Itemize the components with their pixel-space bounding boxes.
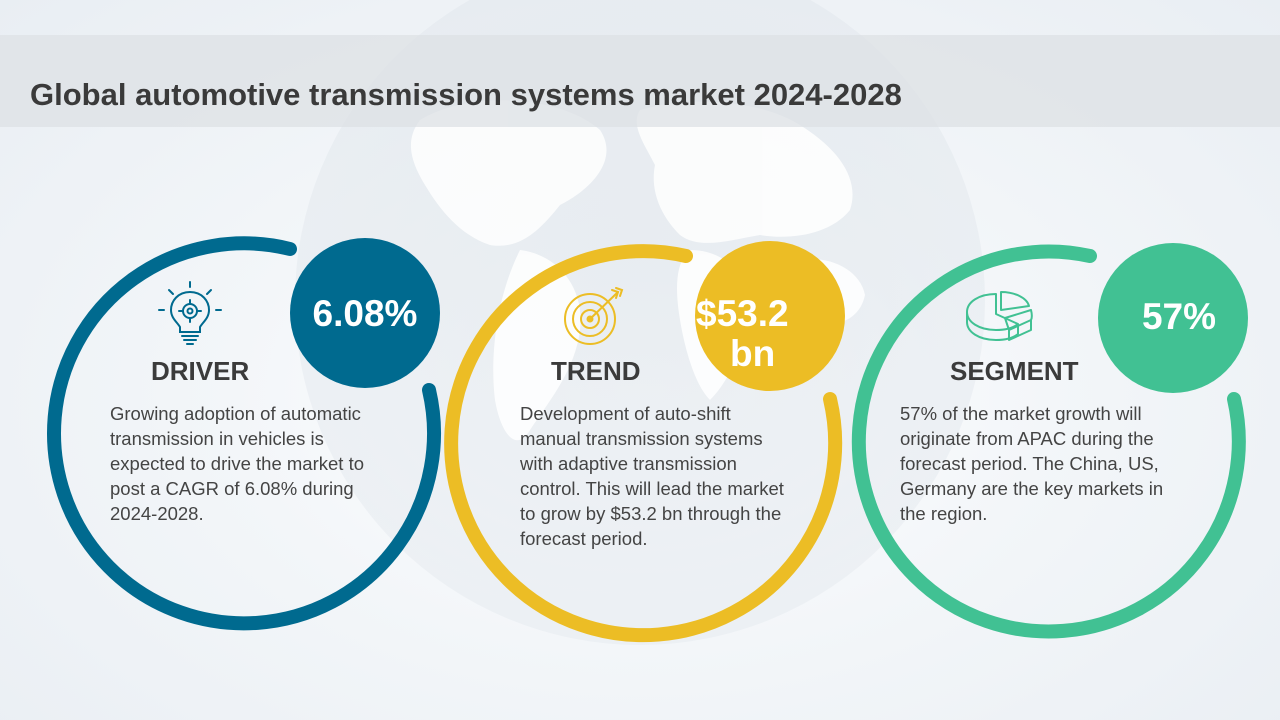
lightbulb-gear-icon xyxy=(158,281,222,345)
trend-ring xyxy=(444,244,843,643)
segment-description: 57% of the market growth will originate … xyxy=(900,403,1164,524)
driver-ring xyxy=(47,236,441,631)
driver-stat: 6.08% xyxy=(312,293,418,334)
segment-stat-circle xyxy=(1098,243,1248,393)
segment-stat: 57% xyxy=(1141,296,1217,337)
trend-description: Development of auto-shift manual transmi… xyxy=(520,403,784,549)
trend-stat-value: $53.2 xyxy=(696,293,789,334)
trend-stat: $53.2 bn xyxy=(690,294,850,374)
driver-description: Growing adoption of automatic transmissi… xyxy=(110,403,364,524)
pie-chart-icon xyxy=(966,291,1033,341)
trend-stat-circle xyxy=(695,241,845,391)
driver-stat-circle xyxy=(290,238,440,388)
title-band xyxy=(0,35,1280,127)
segment-heading: SEGMENT xyxy=(950,356,1079,386)
page-title: Global automotive transmission systems m… xyxy=(30,77,902,112)
target-arrow-icon xyxy=(564,287,624,345)
segment-ring xyxy=(851,244,1246,639)
trend-stat-unit: bn xyxy=(730,333,776,374)
trend-heading: TREND xyxy=(551,356,641,386)
driver-heading: DRIVER xyxy=(151,356,250,386)
